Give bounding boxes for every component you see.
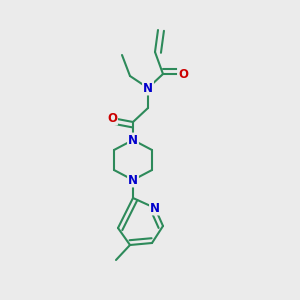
Text: N: N: [128, 134, 138, 146]
Text: O: O: [107, 112, 117, 124]
Text: O: O: [178, 68, 188, 80]
Text: N: N: [143, 82, 153, 94]
Text: N: N: [150, 202, 160, 214]
Text: N: N: [128, 173, 138, 187]
